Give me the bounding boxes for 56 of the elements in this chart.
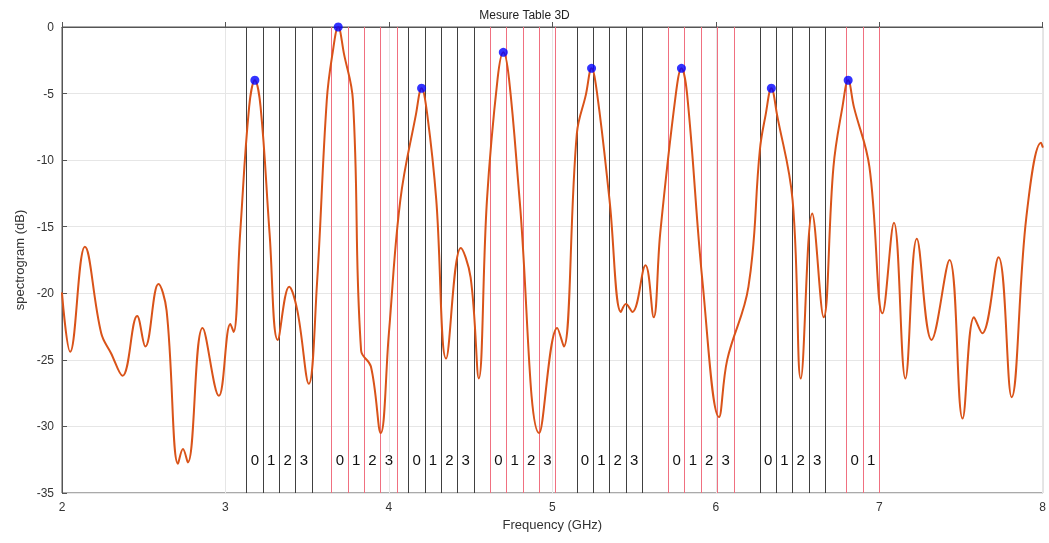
annotation: 3	[543, 451, 552, 469]
annotation: 0	[672, 451, 681, 469]
y-tick-label: -30	[36, 419, 55, 434]
x-tick-label: 3	[222, 500, 230, 514]
point	[498, 47, 508, 57]
annotation: 3	[384, 451, 394, 469]
annotation: 1	[866, 451, 876, 469]
annotation: 3	[299, 451, 309, 469]
annotation: 0	[494, 451, 503, 469]
point	[587, 63, 597, 73]
annotation: 1	[352, 451, 361, 469]
annotation: 1	[597, 451, 606, 469]
annotation: 0	[250, 451, 260, 469]
annotation: 2	[445, 451, 454, 469]
annotation: 3	[461, 451, 470, 469]
y-tick-label: -15	[36, 219, 55, 234]
annotation: 0	[850, 451, 859, 469]
point	[250, 75, 260, 85]
point	[417, 83, 427, 93]
annotation: 0	[412, 451, 421, 469]
y-tick-label: -25	[36, 352, 55, 367]
annotation: 2	[526, 451, 536, 469]
y-tick-label: -35	[36, 486, 55, 500]
point	[676, 63, 686, 73]
annotation: 1	[780, 451, 789, 469]
annotation: 0	[763, 451, 773, 469]
point	[766, 83, 776, 93]
y-tick-label: -10	[36, 153, 55, 168]
annotation: 2	[796, 451, 805, 469]
chart-title: Mesure Table 3D	[479, 8, 571, 22]
annotation: 2	[283, 451, 292, 469]
point	[333, 22, 343, 32]
annotation: 3	[812, 451, 822, 469]
annotation: 1	[510, 451, 519, 469]
x-tick-label: 5	[548, 500, 556, 514]
annotation: 3	[629, 451, 639, 469]
x-tick-label: 7	[875, 500, 883, 514]
annotation: 2	[705, 451, 714, 469]
x-tick-label: 6	[712, 500, 720, 514]
y-tick-label: 0	[47, 20, 55, 34]
annotation: 2	[368, 451, 377, 469]
y-tick-label: -20	[36, 286, 55, 301]
x-tick-label: 2	[58, 500, 66, 514]
annotation: 1	[267, 451, 276, 469]
annotation: 3	[721, 451, 730, 469]
x-axis-title: Frequency (GHz)	[502, 516, 603, 532]
x-tick-label: 4	[385, 500, 393, 514]
annotation: 1	[688, 451, 698, 469]
annotation: 1	[428, 451, 438, 469]
annotation: 0	[580, 451, 590, 469]
annotation: 0	[335, 451, 345, 469]
y-axis-title: spectrogram (dB)	[11, 209, 27, 311]
annotation: 2	[613, 451, 622, 469]
x-tick-label: 8	[1039, 500, 1047, 514]
y-tick-label: -5	[43, 86, 55, 101]
point	[843, 75, 853, 85]
